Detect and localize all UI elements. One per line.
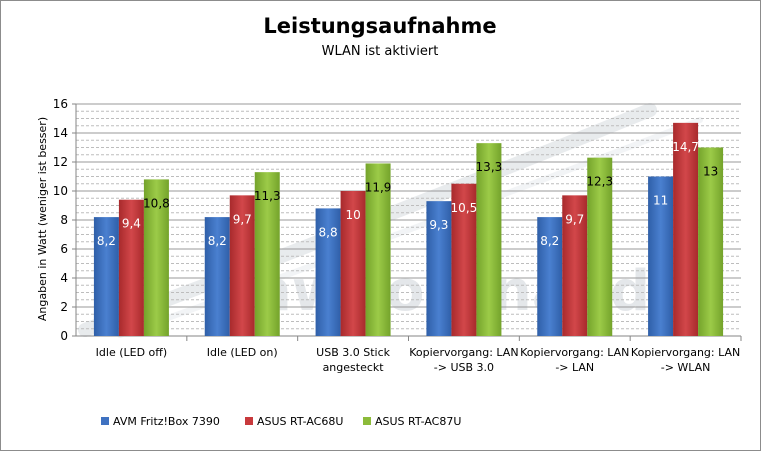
category-label: angesteckt	[323, 361, 385, 374]
bar	[673, 122, 699, 336]
bar-value-label: 10,5	[451, 201, 478, 215]
data-labels: 8,29,410,88,29,711,38,81011,99,310,513,3…	[97, 140, 718, 248]
y-tick-label: 0	[60, 329, 68, 343]
legend-swatch	[245, 417, 253, 425]
bar-value-label: 13	[703, 165, 718, 179]
bar	[93, 217, 119, 336]
bar-value-label: 11	[653, 194, 668, 208]
bar-value-label: 10,8	[143, 196, 170, 210]
bar	[537, 217, 563, 336]
bar-value-label: 12,3	[586, 175, 613, 189]
category-label: Kopiervorgang: LAN	[409, 346, 518, 359]
y-axis-label: Angaben in Watt (weniger ist besser)	[36, 117, 49, 321]
bar-value-label: 14,7	[672, 140, 699, 154]
bar	[562, 195, 588, 336]
bar-value-label: 8,2	[540, 234, 559, 248]
bar	[451, 183, 477, 336]
bar-value-label: 11,9	[365, 180, 392, 194]
gridlines	[76, 103, 741, 330]
y-tick-label: 10	[53, 184, 68, 198]
bar	[698, 147, 724, 336]
axes: 0 2 4 6 8 10 12 14 16	[53, 97, 742, 343]
category-label: Idle (LED off)	[96, 346, 167, 359]
bar-value-label: 8,2	[208, 234, 227, 248]
category-label: USB 3.0 Stick	[316, 346, 390, 359]
y-tick-label: 4	[60, 271, 68, 285]
legend: AVM Fritz!Box 7390 ASUS RT-AC68U ASUS RT-A…	[101, 415, 461, 428]
bar	[118, 199, 144, 336]
y-tick-label: 16	[53, 97, 68, 111]
bars	[93, 122, 724, 336]
bar	[648, 176, 674, 336]
bar-value-label: 10	[345, 208, 360, 222]
category-label: Kopiervorgang: LAN	[520, 346, 629, 359]
y-tick-label: 6	[60, 242, 68, 256]
bar	[587, 157, 613, 336]
bar	[254, 172, 280, 336]
category-label: -> LAN	[555, 361, 594, 374]
bar-value-label: 8,2	[97, 234, 116, 248]
y-tick-label: 2	[60, 300, 68, 314]
bar	[426, 201, 452, 336]
bar-value-label: 11,3	[254, 189, 281, 203]
bar	[476, 143, 502, 336]
bar-value-label: 13,3	[476, 160, 503, 174]
y-tick-label: 14	[53, 126, 68, 140]
y-tick-label: 8	[60, 213, 68, 227]
category-label: Idle (LED on)	[207, 346, 278, 359]
legend-label: AVM Fritz!Box 7390	[113, 415, 220, 428]
chart-title: Leistungsaufnahme	[263, 14, 496, 38]
category-labels: Idle (LED off) Idle (LED on) USB 3.0 Stick…	[96, 346, 741, 374]
category-label: Kopiervorgang: LAN	[631, 346, 740, 359]
bar	[365, 163, 391, 336]
legend-swatch	[101, 417, 109, 425]
y-tick-label: 12	[53, 155, 68, 169]
bar	[229, 195, 255, 336]
category-label: -> WLAN	[661, 361, 711, 374]
legend-swatch	[363, 417, 371, 425]
bar-value-label: 9,7	[233, 212, 252, 226]
bar	[143, 179, 169, 336]
bar	[315, 208, 341, 336]
bar-value-label: 9,7	[565, 212, 584, 226]
bar-value-label: 9,4	[122, 217, 141, 231]
bar-value-label: 8,8	[319, 225, 338, 239]
legend-label: ASUS RT-AC87U	[375, 415, 461, 428]
bar	[204, 217, 230, 336]
category-label: -> USB 3.0	[434, 361, 494, 374]
bar-value-label: 9,3	[429, 218, 448, 232]
bar	[340, 191, 366, 336]
legend-label: ASUS RT-AC68U	[257, 415, 343, 428]
chart-subtitle: WLAN ist aktiviert	[322, 44, 439, 59]
